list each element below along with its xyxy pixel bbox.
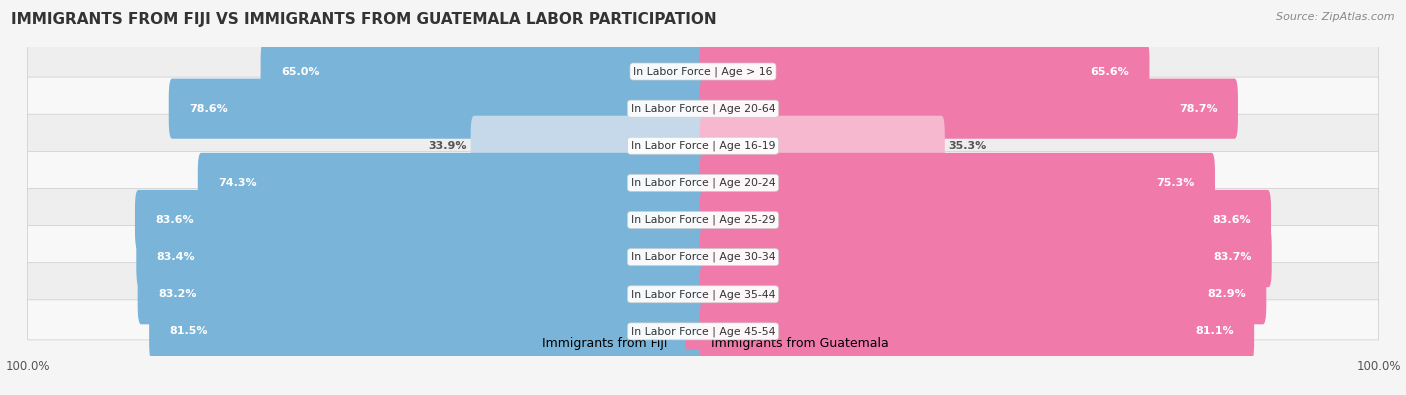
Text: 33.9%: 33.9% [429, 141, 467, 151]
Text: 65.0%: 65.0% [281, 66, 319, 77]
FancyBboxPatch shape [198, 153, 706, 213]
FancyBboxPatch shape [700, 116, 945, 176]
Text: In Labor Force | Age > 16: In Labor Force | Age > 16 [633, 66, 773, 77]
Text: 82.9%: 82.9% [1208, 289, 1246, 299]
Text: In Labor Force | Age 35-44: In Labor Force | Age 35-44 [631, 289, 775, 299]
FancyBboxPatch shape [136, 227, 706, 287]
Text: In Labor Force | Age 20-64: In Labor Force | Age 20-64 [631, 103, 775, 114]
FancyBboxPatch shape [28, 151, 1378, 192]
Text: 78.7%: 78.7% [1180, 103, 1218, 114]
Text: 75.3%: 75.3% [1156, 178, 1195, 188]
FancyBboxPatch shape [149, 301, 706, 361]
Text: Source: ZipAtlas.com: Source: ZipAtlas.com [1277, 12, 1395, 22]
Text: In Labor Force | Age 16-19: In Labor Force | Age 16-19 [631, 141, 775, 151]
FancyBboxPatch shape [28, 263, 1378, 303]
Text: 81.5%: 81.5% [169, 326, 208, 337]
FancyBboxPatch shape [28, 40, 1378, 80]
FancyBboxPatch shape [28, 300, 1378, 340]
FancyBboxPatch shape [169, 79, 706, 139]
FancyBboxPatch shape [28, 188, 1378, 229]
Text: 83.6%: 83.6% [155, 215, 194, 225]
Text: 83.6%: 83.6% [1212, 215, 1251, 225]
Text: 83.2%: 83.2% [157, 289, 197, 299]
Text: In Labor Force | Age 45-54: In Labor Force | Age 45-54 [631, 326, 775, 337]
FancyBboxPatch shape [700, 41, 1150, 102]
Text: 35.3%: 35.3% [948, 141, 987, 151]
Text: 83.4%: 83.4% [156, 252, 195, 262]
FancyBboxPatch shape [471, 116, 706, 176]
FancyBboxPatch shape [260, 41, 706, 102]
FancyBboxPatch shape [700, 79, 1237, 139]
FancyBboxPatch shape [28, 226, 1378, 266]
FancyBboxPatch shape [135, 190, 706, 250]
Text: 74.3%: 74.3% [218, 178, 257, 188]
FancyBboxPatch shape [700, 153, 1215, 213]
FancyBboxPatch shape [28, 77, 1378, 117]
Text: In Labor Force | Age 30-34: In Labor Force | Age 30-34 [631, 252, 775, 262]
Text: 78.6%: 78.6% [188, 103, 228, 114]
Text: 65.6%: 65.6% [1091, 66, 1129, 77]
FancyBboxPatch shape [700, 264, 1267, 324]
FancyBboxPatch shape [28, 114, 1378, 154]
Text: In Labor Force | Age 25-29: In Labor Force | Age 25-29 [631, 215, 775, 225]
Text: 81.1%: 81.1% [1195, 326, 1234, 337]
FancyBboxPatch shape [700, 190, 1271, 250]
FancyBboxPatch shape [700, 301, 1254, 361]
Legend: Immigrants from Fiji, Immigrants from Guatemala: Immigrants from Fiji, Immigrants from Gu… [512, 333, 894, 356]
FancyBboxPatch shape [138, 264, 706, 324]
FancyBboxPatch shape [700, 227, 1271, 287]
Text: In Labor Force | Age 20-24: In Labor Force | Age 20-24 [631, 178, 775, 188]
Text: IMMIGRANTS FROM FIJI VS IMMIGRANTS FROM GUATEMALA LABOR PARTICIPATION: IMMIGRANTS FROM FIJI VS IMMIGRANTS FROM … [11, 12, 717, 27]
Text: 83.7%: 83.7% [1213, 252, 1251, 262]
